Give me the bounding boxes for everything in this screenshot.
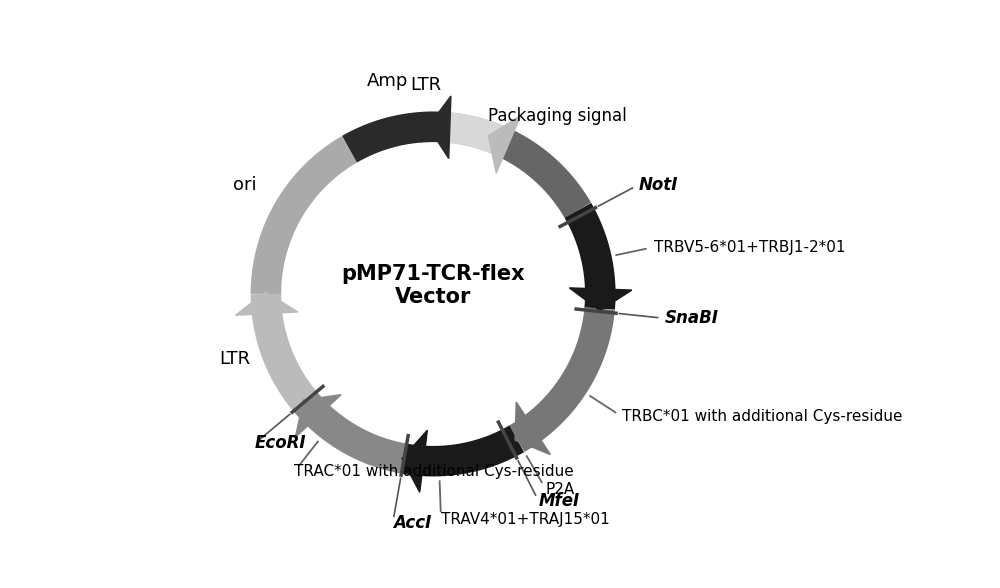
Text: TRAC*01 with additional Cys-residue: TRAC*01 with additional Cys-residue — [294, 465, 574, 479]
Polygon shape — [428, 96, 451, 159]
Text: pMP71-TCR-flex
Vector: pMP71-TCR-flex Vector — [341, 264, 525, 308]
Text: MfeI: MfeI — [539, 492, 580, 510]
Text: LTR: LTR — [219, 350, 250, 368]
Text: TRBV5-6*01+TRBJ1-2*01: TRBV5-6*01+TRBJ1-2*01 — [654, 239, 845, 255]
Text: LTR: LTR — [410, 76, 441, 94]
Text: AccI: AccI — [393, 514, 431, 532]
Text: Packaging signal: Packaging signal — [488, 107, 627, 125]
Text: P2A: P2A — [546, 482, 575, 497]
Text: Amp: Amp — [367, 72, 409, 91]
Text: SnaBI: SnaBI — [664, 309, 718, 328]
Polygon shape — [402, 430, 427, 492]
Polygon shape — [569, 288, 632, 310]
Text: EcoRI: EcoRI — [255, 435, 307, 452]
Polygon shape — [235, 292, 298, 315]
Text: TRBC*01 with additional Cys-residue: TRBC*01 with additional Cys-residue — [622, 409, 903, 425]
Polygon shape — [515, 402, 550, 455]
Text: ori: ori — [233, 176, 257, 194]
Text: TRAV4*01+TRAJ15*01: TRAV4*01+TRAJ15*01 — [441, 512, 610, 527]
Text: NotI: NotI — [638, 176, 678, 194]
Polygon shape — [488, 116, 521, 173]
Polygon shape — [295, 395, 341, 437]
